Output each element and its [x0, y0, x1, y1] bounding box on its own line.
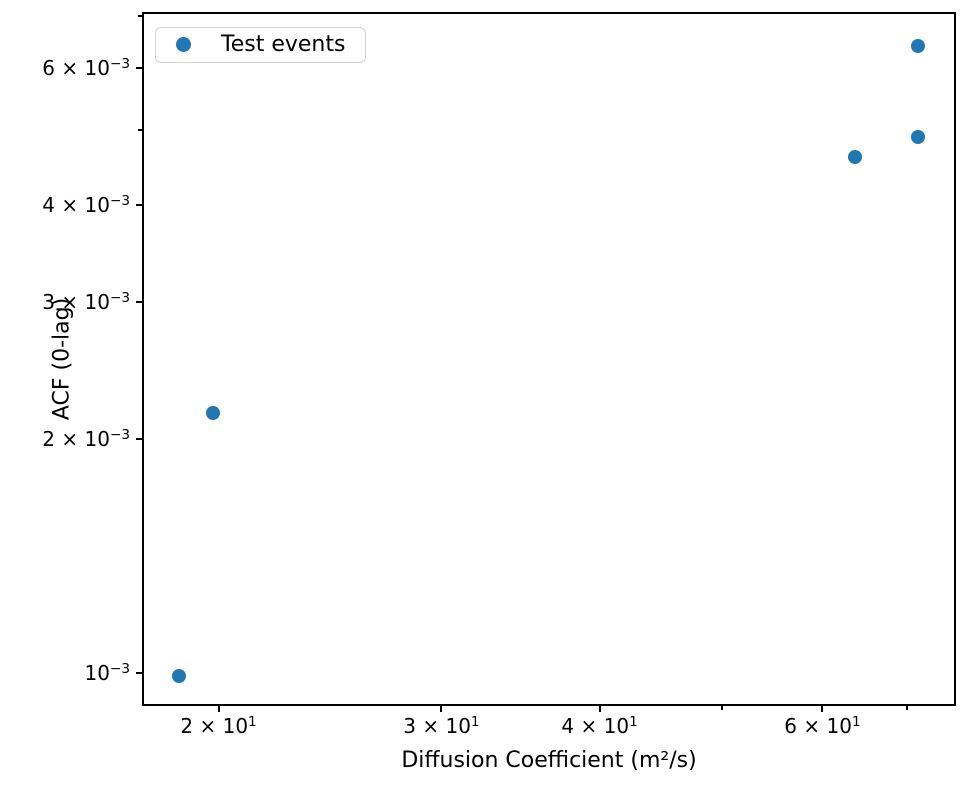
y-axis-label: ACF (0-lag) [49, 297, 75, 421]
plot-area: Test events [142, 12, 956, 706]
y-tick-mark [136, 672, 142, 675]
y-tick-label: 3 × 10−3 [42, 289, 130, 315]
x-tick-label: 2 × 101 [180, 713, 257, 738]
x-tick-label: 3 × 101 [403, 713, 480, 738]
y-tick-label: 10−3 [84, 660, 131, 686]
scatter-point [171, 669, 186, 684]
x-tick-mark [598, 706, 601, 712]
x-minor-tick-mark [906, 706, 909, 710]
y-tick-label: 2 × 10−3 [42, 426, 130, 452]
x-tick-mark [440, 706, 443, 712]
scatter-point [911, 39, 926, 54]
scatter-point [848, 150, 863, 165]
legend-marker-icon [176, 37, 191, 52]
y-tick-label: 6 × 10−3 [42, 55, 130, 81]
x-tick-label: 4 × 101 [561, 713, 638, 738]
x-minor-tick-mark [721, 706, 724, 710]
y-minor-tick-mark [138, 15, 142, 18]
scatter-point [911, 129, 926, 144]
x-tick-mark [821, 706, 824, 712]
y-tick-mark [136, 204, 142, 207]
y-tick-mark [136, 438, 142, 441]
y-tick-label: 4 × 10−3 [42, 192, 130, 218]
scatter-point [206, 406, 221, 421]
y-minor-tick-mark [138, 128, 142, 131]
x-tick-mark [217, 706, 220, 712]
x-axis-label: Diffusion Coefficient (m²/s) [401, 748, 697, 773]
y-tick-mark [136, 301, 142, 304]
legend-label: Test events [221, 32, 346, 57]
legend: Test events [155, 27, 367, 63]
x-tick-label: 6 × 101 [784, 713, 861, 738]
y-tick-mark [136, 67, 142, 70]
